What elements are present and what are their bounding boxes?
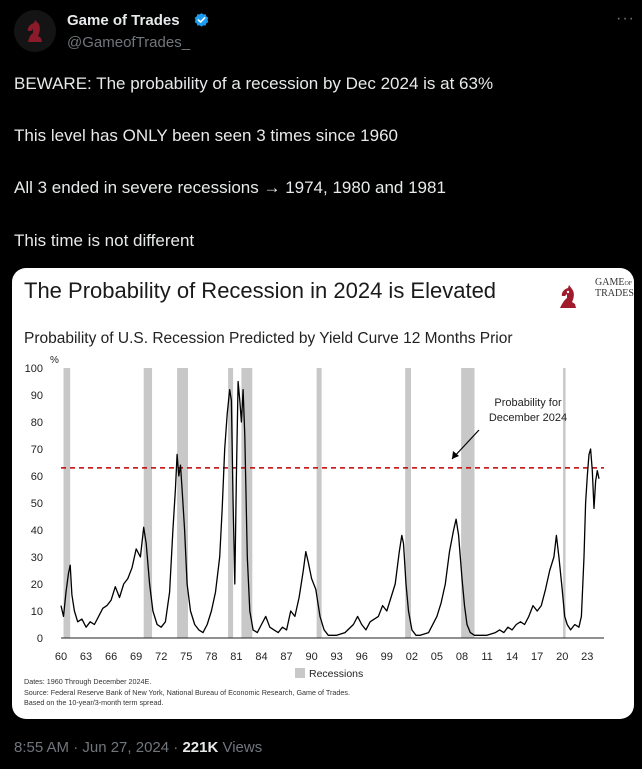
x-tick-label: 66 — [105, 651, 117, 663]
chart-title: The Probability of Recession in 2024 is … — [24, 278, 497, 303]
tweet-text-line-3: All 3 ended in severe recessions → 1974,… — [14, 178, 446, 197]
note-source: Source: Federal Reserve Bank of New York… — [24, 687, 350, 697]
recession-band — [241, 368, 253, 638]
view-count: 221K — [182, 739, 219, 756]
x-tick-label: 69 — [130, 651, 142, 663]
recession-probability-chart: 0 10 20 30 40 50 60 70 80 90 100% 60 63 66 69 72 75 78 81 8… — [25, 355, 604, 680]
y-tick-label: 60 — [31, 471, 43, 483]
y-tick-label: 70 — [31, 444, 43, 456]
x-tick-label: 60 — [55, 651, 67, 663]
x-tick-label: 23 — [581, 651, 593, 663]
recession-band — [63, 368, 71, 638]
y-tick-label: 90 — [31, 390, 43, 402]
author-name[interactable]: Game of Trades — [67, 12, 180, 29]
author-handle[interactable]: @GameofTrades_ — [67, 34, 191, 51]
x-tick-label: 90 — [305, 651, 317, 663]
tweet-timestamp[interactable]: 8:55 AM · Jun 27, 2024 · — [14, 739, 183, 756]
chart-subtitle: Probability of U.S. Recession Predicted … — [24, 330, 513, 347]
verified-badge-icon — [194, 13, 209, 27]
x-tick-label: 75 — [180, 651, 192, 663]
annotation-text: Probability for — [494, 397, 562, 409]
x-tick-label: 96 — [356, 651, 368, 663]
y-tick-label: 0 — [37, 633, 43, 645]
views-label: Views — [218, 739, 263, 756]
x-tick-label: 14 — [506, 651, 518, 663]
annotation-text: December 2024 — [489, 412, 567, 424]
game-of-trades-logo-icon — [560, 285, 576, 308]
y-tick-label: 80 — [31, 417, 43, 429]
x-tick-label: 63 — [80, 651, 92, 663]
recession-band — [405, 368, 412, 638]
recession-band — [563, 368, 566, 638]
tweet-text-line-1: BEWARE: The probability of a recession b… — [14, 74, 494, 93]
recession-band — [228, 368, 234, 638]
x-tick-label: 17 — [531, 651, 543, 663]
x-tick-label: 11 — [481, 651, 492, 663]
logo-word-trades: TRADES — [595, 288, 634, 299]
recession-band — [461, 368, 475, 638]
annotation-arrowhead — [452, 451, 459, 459]
author-avatar[interactable] — [14, 10, 56, 52]
x-tick-label: 93 — [331, 651, 343, 663]
y-axis-unit: % — [50, 355, 59, 366]
y-tick-label: 10 — [31, 606, 43, 618]
note-method: Based on the 10-year/3-month term spread… — [24, 698, 164, 707]
recession-band — [316, 368, 322, 638]
y-tick-label: 40 — [31, 525, 43, 537]
logo-wordmark: GAMEOF TRADES — [595, 278, 634, 299]
x-tick-label: 78 — [205, 651, 217, 663]
chart-notes: Dates: 1960 Through December 2024E. Sour… — [24, 677, 350, 709]
x-tick-label: 99 — [381, 651, 393, 663]
legend-label: Recessions — [309, 668, 363, 680]
probability-series-line — [60, 380, 600, 636]
chess-knight-logo-icon — [14, 10, 56, 52]
logo-word-of: OF — [624, 281, 633, 287]
tweet-text-line-2: This level has ONLY been seen 3 times si… — [14, 126, 398, 145]
note-dates: Dates: 1960 Through December 2024E. — [24, 677, 152, 686]
x-tick-label: 72 — [155, 651, 167, 663]
x-tick-label: 87 — [280, 651, 292, 663]
x-tick-label: 08 — [456, 651, 468, 663]
tweet-header: Game of Trades @GameofTrades_ ··· — [0, 0, 642, 62]
x-tick-label: 05 — [431, 651, 443, 663]
y-tick-label: 100 — [25, 363, 43, 375]
x-tick-label: 02 — [406, 651, 418, 663]
x-tick-label: 20 — [556, 651, 568, 663]
logo-word-game: GAME — [595, 277, 625, 288]
tweet-footer: 8:55 AM · Jun 27, 2024 · 221K Views — [14, 739, 262, 756]
x-tick-label: 84 — [255, 651, 267, 663]
y-tick-label: 30 — [31, 552, 43, 564]
y-tick-label: 50 — [31, 498, 43, 510]
tweet-text-line-4: This time is not different — [14, 231, 195, 250]
x-tick-label: 81 — [230, 651, 242, 663]
chart-image-card[interactable]: The Probability of Recession in 2024 is … — [12, 268, 634, 719]
recession-band — [143, 368, 153, 638]
legend-swatch — [295, 668, 305, 678]
y-tick-label: 20 — [31, 579, 43, 591]
more-options-icon[interactable]: ··· — [616, 10, 635, 27]
